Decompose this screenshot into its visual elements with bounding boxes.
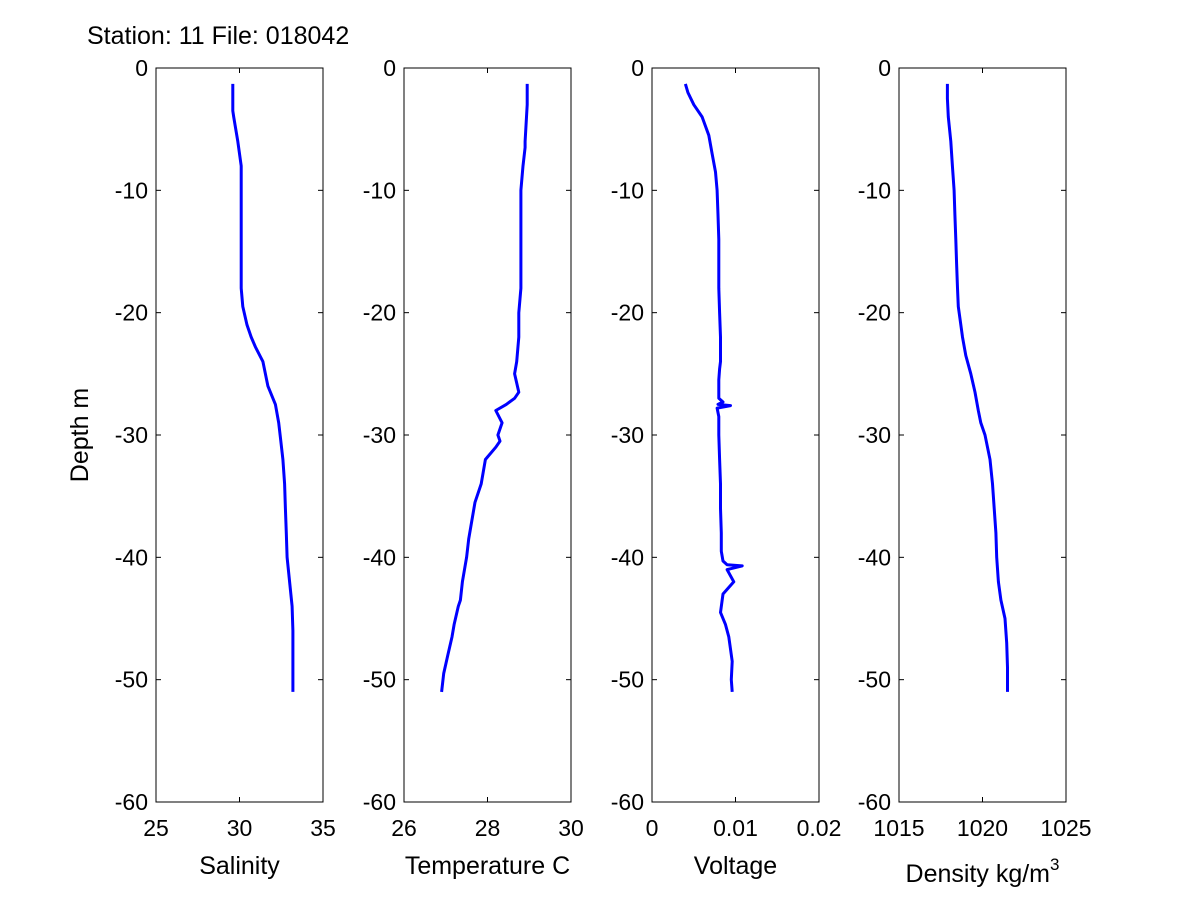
y-tick-label: -50 <box>858 667 891 693</box>
x-tick-label: 1025 <box>1040 815 1091 841</box>
x-tick-label: 30 <box>558 815 584 841</box>
x-tick-label: 35 <box>310 815 336 841</box>
y-tick-label: -10 <box>363 177 396 203</box>
y-tick-label: -20 <box>611 300 644 326</box>
x-tick-label: 25 <box>143 815 169 841</box>
salinity-profile-line <box>231 83 295 692</box>
voltage-profile-line <box>683 83 744 693</box>
y-tick-label: -20 <box>363 300 396 326</box>
x-tick-label: 28 <box>475 815 501 841</box>
y-tick-label: 0 <box>383 55 396 81</box>
y-tick-label: -30 <box>858 422 891 448</box>
y-tick-label: -50 <box>115 667 148 693</box>
x-tick-label: 0.01 <box>713 815 758 841</box>
y-tick-label: 0 <box>631 55 644 81</box>
x-axis-label: Density kg/m3 <box>906 855 1060 888</box>
x-tick-label: 0 <box>646 815 659 841</box>
y-tick-label: -40 <box>115 544 148 570</box>
density-kg-m-profile-line <box>945 83 1009 692</box>
y-tick-label: -60 <box>611 789 644 815</box>
y-tick-label: -30 <box>115 422 148 448</box>
y-tick-label: -60 <box>363 789 396 815</box>
y-tick-label: -60 <box>115 789 148 815</box>
y-tick-label: -40 <box>858 544 891 570</box>
x-axis-label: Temperature C <box>405 852 570 880</box>
x-tick-label: 30 <box>227 815 253 841</box>
y-tick-label: 0 <box>878 55 891 81</box>
y-tick-label: -10 <box>858 177 891 203</box>
x-tick-label: 26 <box>391 815 417 841</box>
y-axis-label: Depth m <box>66 388 94 482</box>
y-tick-label: -40 <box>611 544 644 570</box>
figure-title: Station: 11 File: 018042 <box>87 22 349 50</box>
x-axis-label: Voltage <box>694 852 777 880</box>
x-tick-label: 1015 <box>873 815 924 841</box>
x-tick-label: 0.02 <box>797 815 842 841</box>
x-axis-label: Salinity <box>199 852 280 880</box>
y-tick-label: -20 <box>115 300 148 326</box>
temperature-c-profile-line <box>440 83 529 693</box>
y-tick-label: 0 <box>135 55 148 81</box>
y-tick-label: -30 <box>611 422 644 448</box>
y-tick-label: -50 <box>363 667 396 693</box>
y-tick-label: -30 <box>363 422 396 448</box>
y-tick-label: -10 <box>611 177 644 203</box>
y-tick-label: -10 <box>115 177 148 203</box>
y-tick-label: -20 <box>858 300 891 326</box>
y-tick-label: -50 <box>611 667 644 693</box>
x-tick-label: 1020 <box>957 815 1008 841</box>
y-tick-label: -40 <box>363 544 396 570</box>
y-tick-label: -60 <box>858 789 891 815</box>
